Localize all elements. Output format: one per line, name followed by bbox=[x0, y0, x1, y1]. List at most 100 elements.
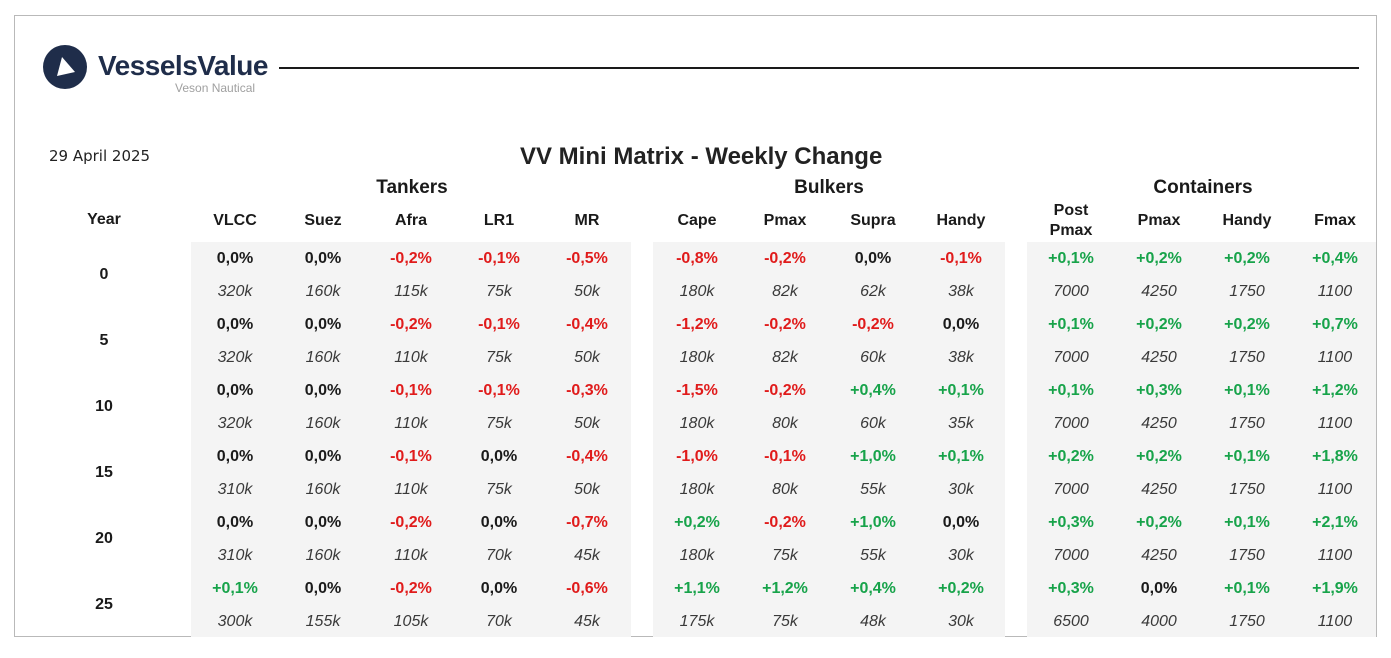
vessel-size-cell: 7000 bbox=[1053, 349, 1089, 366]
weekly-change-cell: +0,1% bbox=[1224, 580, 1270, 597]
weekly-change-cell: -0,3% bbox=[566, 382, 608, 399]
vessel-size-cell: 75k bbox=[772, 613, 798, 630]
vessel-size-cell: 7000 bbox=[1053, 283, 1089, 300]
report-date: 29 April 2025 bbox=[49, 147, 151, 165]
vessel-size-cell: 45k bbox=[574, 547, 600, 564]
vessel-size-cell: 50k bbox=[574, 481, 600, 498]
weekly-change-cell: +1,2% bbox=[762, 580, 808, 597]
weekly-change-cell: +0,2% bbox=[1048, 448, 1094, 465]
weekly-change-cell: 0,0% bbox=[942, 514, 980, 531]
weekly-change-cell: 0,0% bbox=[942, 316, 980, 333]
column-header: Suez bbox=[304, 212, 342, 229]
weekly-change-cell: +0,2% bbox=[938, 580, 984, 597]
weekly-change-cell: -0,1% bbox=[764, 448, 806, 465]
vessel-size-cell: 80k bbox=[772, 415, 798, 432]
vessel-size-cell: 300k bbox=[217, 613, 253, 630]
vessel-size-cell: 320k bbox=[217, 349, 253, 366]
vessel-size-cell: 4250 bbox=[1141, 481, 1177, 498]
weekly-change-cell: +0,2% bbox=[1136, 448, 1182, 465]
column-header: Afra bbox=[394, 212, 427, 229]
vessel-size-cell: 1750 bbox=[1229, 415, 1265, 432]
column-header: VLCC bbox=[213, 212, 257, 229]
weekly-change-cell: 0,0% bbox=[216, 448, 254, 465]
weekly-change-cell: 0,0% bbox=[216, 514, 254, 531]
vessel-size-cell: 1750 bbox=[1229, 547, 1265, 564]
weekly-change-cell: +0,2% bbox=[1224, 250, 1270, 267]
weekly-change-cell: +0,1% bbox=[1048, 250, 1094, 267]
column-header: Handy bbox=[936, 212, 986, 229]
weekly-change-cell: +0,1% bbox=[938, 382, 984, 399]
vessel-size-cell: 1100 bbox=[1317, 547, 1353, 564]
weekly-change-cell: +0,1% bbox=[1224, 448, 1270, 465]
weekly-change-cell: -0,2% bbox=[764, 514, 806, 531]
weekly-change-cell: -0,1% bbox=[390, 382, 432, 399]
weekly-change-cell: -0,4% bbox=[566, 316, 608, 333]
vessel-size-cell: 30k bbox=[948, 481, 974, 498]
weekly-change-cell: -0,4% bbox=[566, 448, 608, 465]
vessel-size-cell: 1750 bbox=[1229, 349, 1265, 366]
weekly-change-cell: +0,1% bbox=[1048, 316, 1094, 333]
vessel-size-cell: 160k bbox=[305, 415, 341, 432]
vessel-size-cell: 160k bbox=[305, 349, 341, 366]
logo: VesselsValue Veson Nautical bbox=[43, 45, 283, 100]
vessel-size-cell: 175k bbox=[679, 613, 715, 630]
weekly-change-cell: -0,1% bbox=[478, 250, 520, 267]
weekly-change-cell: +0,1% bbox=[1048, 382, 1094, 399]
vessel-size-cell: 82k bbox=[772, 283, 798, 300]
weekly-change-cell: -0,1% bbox=[390, 448, 432, 465]
vessel-size-cell: 82k bbox=[772, 349, 798, 366]
weekly-change-cell: +0,1% bbox=[212, 580, 258, 597]
vessel-size-cell: 1100 bbox=[1317, 283, 1353, 300]
vessel-size-cell: 1100 bbox=[1317, 349, 1353, 366]
weekly-change-cell: +2,1% bbox=[1312, 514, 1358, 531]
weekly-change-cell: 0,0% bbox=[216, 316, 254, 333]
weekly-change-cell: 0,0% bbox=[480, 580, 518, 597]
vessel-size-cell: 1100 bbox=[1317, 415, 1353, 432]
weekly-change-cell: -0,2% bbox=[852, 316, 894, 333]
column-header: Fmax bbox=[1314, 212, 1356, 229]
weekly-change-cell: -0,2% bbox=[390, 250, 432, 267]
weekly-change-cell: -0,8% bbox=[676, 250, 718, 267]
weekly-change-cell: 0,0% bbox=[304, 250, 342, 267]
year-label: 10 bbox=[95, 398, 113, 415]
weekly-change-cell: -0,2% bbox=[390, 316, 432, 333]
group-panel bbox=[1027, 242, 1376, 637]
vessel-size-cell: 75k bbox=[486, 481, 512, 498]
vessel-size-cell: 50k bbox=[574, 349, 600, 366]
vessel-size-cell: 62k bbox=[860, 283, 886, 300]
vessel-size-cell: 180k bbox=[679, 481, 715, 498]
column-header: Post Pmax bbox=[1049, 202, 1093, 239]
weekly-change-cell: -0,7% bbox=[566, 514, 608, 531]
vessel-size-cell: 1100 bbox=[1317, 481, 1353, 498]
vessel-size-cell: 1750 bbox=[1229, 481, 1265, 498]
vessel-size-cell: 55k bbox=[860, 547, 886, 564]
vessel-size-cell: 4250 bbox=[1141, 415, 1177, 432]
weekly-change-cell: -0,5% bbox=[566, 250, 608, 267]
weekly-change-cell: +1,2% bbox=[1312, 382, 1358, 399]
vessel-size-cell: 6500 bbox=[1053, 613, 1089, 630]
column-header: MR bbox=[574, 212, 600, 229]
vessel-size-cell: 320k bbox=[217, 415, 253, 432]
vessel-size-cell: 105k bbox=[393, 613, 429, 630]
weekly-change-cell: +0,2% bbox=[1136, 514, 1182, 531]
vessel-size-cell: 180k bbox=[679, 547, 715, 564]
weekly-change-cell: -0,2% bbox=[390, 514, 432, 531]
vessel-size-cell: 110k bbox=[394, 481, 428, 498]
column-header: LR1 bbox=[483, 212, 515, 229]
vessel-size-cell: 48k bbox=[860, 613, 886, 630]
weekly-change-cell: -1,5% bbox=[676, 382, 718, 399]
vessel-size-cell: 38k bbox=[948, 283, 974, 300]
weekly-change-cell: 0,0% bbox=[304, 382, 342, 399]
logo-subtitle: Veson Nautical bbox=[175, 81, 256, 95]
weekly-change-cell: +1,0% bbox=[850, 448, 896, 465]
weekly-change-cell: -1,2% bbox=[676, 316, 718, 333]
vessel-size-cell: 75k bbox=[486, 415, 512, 432]
vessel-size-cell: 110k bbox=[394, 349, 428, 366]
vessel-size-cell: 55k bbox=[860, 481, 886, 498]
weekly-change-cell: +0,4% bbox=[850, 382, 896, 399]
weekly-change-cell: +0,4% bbox=[850, 580, 896, 597]
weekly-change-cell: +0,3% bbox=[1048, 580, 1094, 597]
weekly-change-cell: -0,6% bbox=[566, 580, 608, 597]
weekly-change-cell: -0,2% bbox=[764, 316, 806, 333]
vessel-size-cell: 110k bbox=[394, 547, 428, 564]
